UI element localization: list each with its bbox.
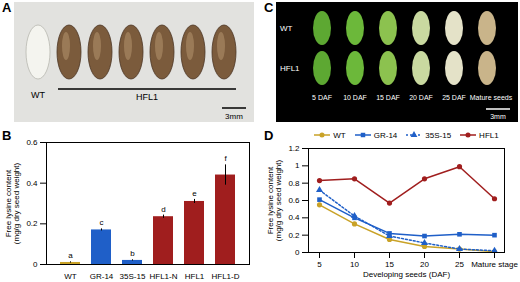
svg-text:c: c: [100, 218, 104, 227]
svg-text:0.2: 0.2: [288, 231, 300, 240]
svg-text:f: f: [224, 154, 227, 163]
svg-text:15 DAF: 15 DAF: [376, 94, 400, 101]
svg-text:Free lysine content(mg/g dry s: Free lysine content(mg/g dry seed weight…: [4, 162, 21, 244]
svg-text:e: e: [192, 189, 197, 198]
html-text:B: B: [2, 128, 12, 143]
svg-text:HFL1: HFL1: [136, 92, 158, 102]
html-text:D: D: [264, 128, 274, 143]
svg-text:HFL1: HFL1: [280, 64, 300, 73]
svg-text:25 DAF: 25 DAF: [442, 94, 466, 101]
svg-text:HFL1-D: HFL1-D: [211, 272, 239, 281]
svg-text:Free lysine content(mg/g dry s: Free lysine content(mg/g dry seed weight…: [266, 159, 283, 241]
svg-text:20 DAF: 20 DAF: [409, 94, 433, 101]
svg-text:0.4: 0.4: [26, 179, 38, 188]
svg-text:15: 15: [385, 260, 394, 269]
svg-text:0: 0: [295, 248, 300, 257]
svg-text:Mature stage: Mature stage: [471, 260, 518, 269]
svg-text:5 DAF: 5 DAF: [312, 94, 332, 101]
svg-text:10: 10: [350, 260, 359, 269]
svg-text:10 DAF: 10 DAF: [343, 94, 367, 101]
svg-text:0.2: 0.2: [26, 219, 38, 228]
html-text:GR-14: GR-14: [373, 130, 398, 140]
svg-text:1: 1: [295, 161, 300, 170]
svg-text:20: 20: [420, 260, 429, 269]
svg-text:b: b: [130, 249, 135, 258]
svg-text:WT: WT: [31, 90, 45, 100]
svg-text:HFL1-N: HFL1-N: [149, 272, 177, 281]
svg-text:Mature seeds: Mature seeds: [470, 94, 513, 101]
html-text:WT: WT: [333, 130, 346, 140]
svg-text:35S-15: 35S-15: [120, 272, 146, 281]
svg-text:1.2: 1.2: [288, 144, 300, 153]
svg-text:0.6: 0.6: [288, 196, 300, 205]
svg-text:d: d: [161, 205, 165, 214]
svg-text:0: 0: [33, 260, 38, 269]
svg-text:GR-14: GR-14: [90, 272, 114, 281]
svg-text:WT: WT: [64, 272, 77, 281]
svg-text:3mm: 3mm: [225, 112, 243, 121]
svg-text:a: a: [68, 251, 73, 260]
html-text:C: C: [264, 0, 274, 15]
svg-text:5: 5: [317, 260, 322, 269]
html-text:35S-15: 35S-15: [425, 130, 452, 140]
html-text:A: A: [2, 0, 12, 15]
svg-text:0.8: 0.8: [288, 179, 300, 188]
html-text:HFL1: HFL1: [479, 130, 499, 140]
svg-text:Developing seeds (DAF): Developing seeds (DAF): [363, 270, 450, 279]
svg-text:3mm: 3mm: [490, 113, 506, 120]
svg-text:HFL1: HFL1: [185, 272, 205, 281]
svg-text:0.4: 0.4: [288, 213, 300, 222]
svg-text:0.6: 0.6: [26, 138, 38, 147]
svg-text:WT: WT: [280, 24, 293, 33]
svg-text:25: 25: [455, 260, 464, 269]
